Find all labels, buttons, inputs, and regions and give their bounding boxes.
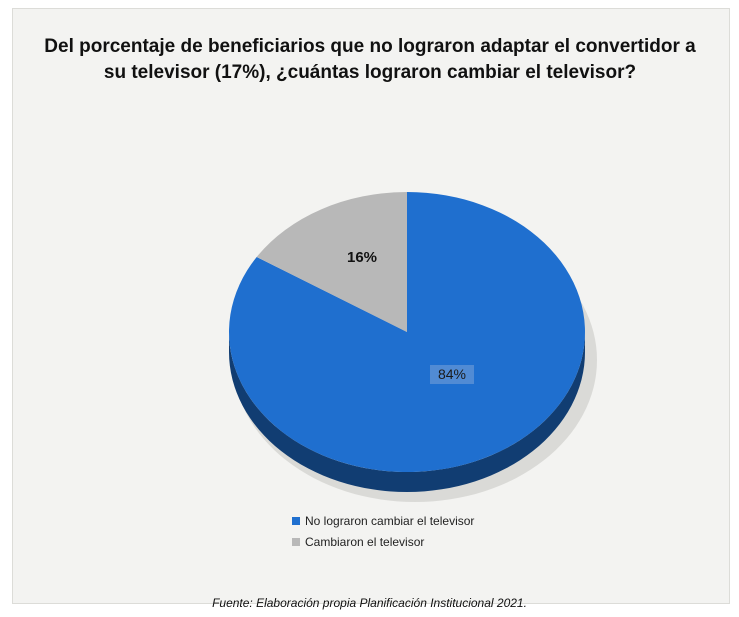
data-label: 84% <box>438 366 466 382</box>
source-note: Fuente: Elaboración propia Planificación… <box>212 596 527 610</box>
legend-label: Cambiaron el televisor <box>305 535 425 549</box>
legend-item-cambiaron: Cambiaron el televisor <box>292 535 424 549</box>
legend-swatch <box>292 517 300 525</box>
chart-title: Del porcentaje de beneficiarios que no l… <box>44 36 696 83</box>
data-label-background <box>430 365 474 384</box>
data-label: 16% <box>347 249 377 266</box>
legend-swatch <box>292 538 300 546</box>
legend-item-no-lograron: No lograron cambiar el televisor <box>292 514 474 528</box>
legend-label: No lograron cambiar el televisor <box>305 514 475 528</box>
pie-slice <box>256 192 407 332</box>
